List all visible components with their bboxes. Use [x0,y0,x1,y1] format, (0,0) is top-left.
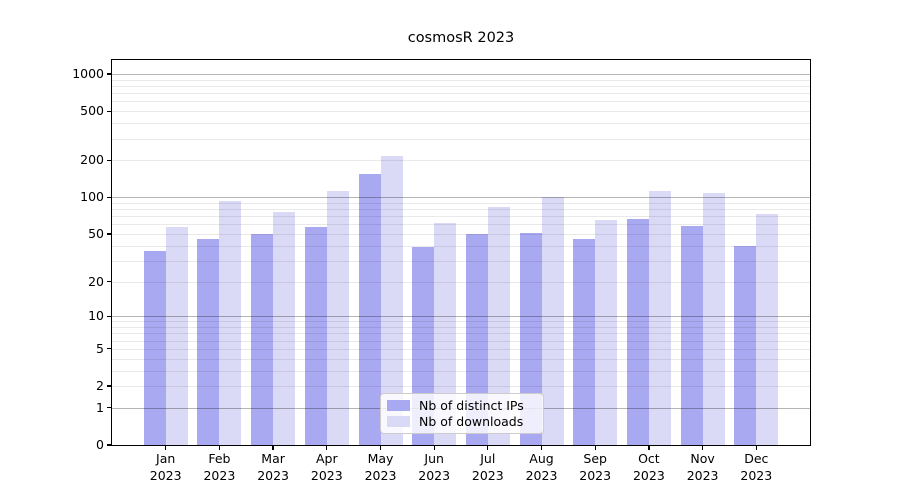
bar-downloads-jan [165,227,188,445]
x-tick-mark [701,446,704,450]
bar-distinct-ips-may [358,173,381,445]
bar-distinct-ips-nov [680,226,703,445]
bar-downloads-nov [702,193,725,445]
plot-area: Nb of distinct IPs Nb of downloads [111,59,811,446]
legend-item-distinct-ips: Nb of distinct IPs [387,398,537,413]
y-tick-mark [107,348,111,350]
y-axis-tick-label: 1000 [72,66,104,82]
bar-downloads-sep [595,220,618,445]
bar-distinct-ips-sep [573,239,596,445]
y-tick-mark [107,444,111,446]
y-tick-mark [107,196,111,198]
x-tick-mark [487,446,489,450]
y-axis-tick-label: 1 [96,399,104,415]
x-axis-tick-label: Dec 2023 [740,451,773,483]
bar-downloads-apr [326,191,349,445]
x-tick-mark [594,446,596,450]
bar-distinct-ips-mar [251,233,274,445]
bar-distinct-ips-feb [197,239,220,445]
y-tick-mark [107,159,111,161]
bar-distinct-ips-aug [519,232,542,445]
y-tick-mark [107,315,111,317]
x-axis-tick-label: Apr 2023 [310,451,343,483]
legend: Nb of distinct IPs Nb of downloads [380,393,544,434]
x-tick-mark [272,446,274,450]
y-tick-mark [107,233,111,235]
bar-distinct-ips-jan [143,251,166,445]
y-axis-tick-label: 200 [80,152,104,168]
bars-layer [112,60,810,445]
bar-distinct-ips-dec [734,245,757,445]
x-tick-mark [648,446,650,450]
y-axis-tick-label: 50 [88,225,104,241]
y-tick-mark [107,110,111,112]
x-tick-mark [540,446,543,450]
y-axis-tick-label: 10 [88,308,104,324]
y-axis-tick-label: 0 [96,437,104,452]
y-axis-tick-label: 2 [96,378,104,393]
x-axis-tick-label: Aug 2023 [525,451,558,483]
bar-distinct-ips-apr [304,227,327,445]
y-axis-tick-label: 20 [88,273,104,289]
x-tick-mark [218,446,221,450]
x-axis-tick-label: Feb 2023 [203,451,236,483]
bar-distinct-ips-oct [626,218,649,445]
legend-item-downloads: Nb of downloads [387,414,537,429]
x-axis-tick-label: Mar 2023 [257,451,289,483]
x-axis-tick-label: Oct 2023 [632,451,665,483]
x-axis-tick-label: Nov 2023 [686,451,719,483]
x-axis-tick-label: Sep 2023 [579,451,612,483]
y-axis-tick-label: 5 [96,340,104,356]
x-tick-mark [326,446,328,450]
legend-label-downloads: Nb of downloads [419,414,524,430]
y-tick-mark [107,407,111,409]
y-axis-tick-label: 500 [80,103,104,119]
bar-downloads-oct [648,190,671,445]
x-axis-tick-label: May 2023 [364,451,397,483]
x-axis-tick-label: Jan 2023 [149,451,182,483]
legend-swatch-distinct-ips [387,399,410,411]
x-tick-mark [379,446,382,450]
y-tick-mark [107,385,111,387]
bar-downloads-may [380,156,403,445]
x-tick-mark [433,446,435,450]
x-axis-tick-label: Jul 2023 [471,451,504,483]
y-tick-mark [107,280,111,283]
legend-label-distinct-ips: Nb of distinct IPs [419,397,524,413]
bar-distinct-ips-jul [465,233,488,445]
x-tick-mark [755,446,757,450]
y-tick-mark [107,73,111,75]
bar-downloads-jul [487,207,510,445]
bar-downloads-mar [273,211,296,445]
y-axis-tick-label: 100 [80,189,104,205]
legend-swatch-downloads [387,416,410,428]
bar-downloads-feb [219,201,242,445]
x-axis-tick-label: Jun 2023 [418,451,451,483]
chart-title: cosmosR 2023 [407,30,515,46]
x-tick-mark [165,446,167,450]
bar-downloads-dec [756,213,779,445]
bar-downloads-aug [541,197,564,445]
